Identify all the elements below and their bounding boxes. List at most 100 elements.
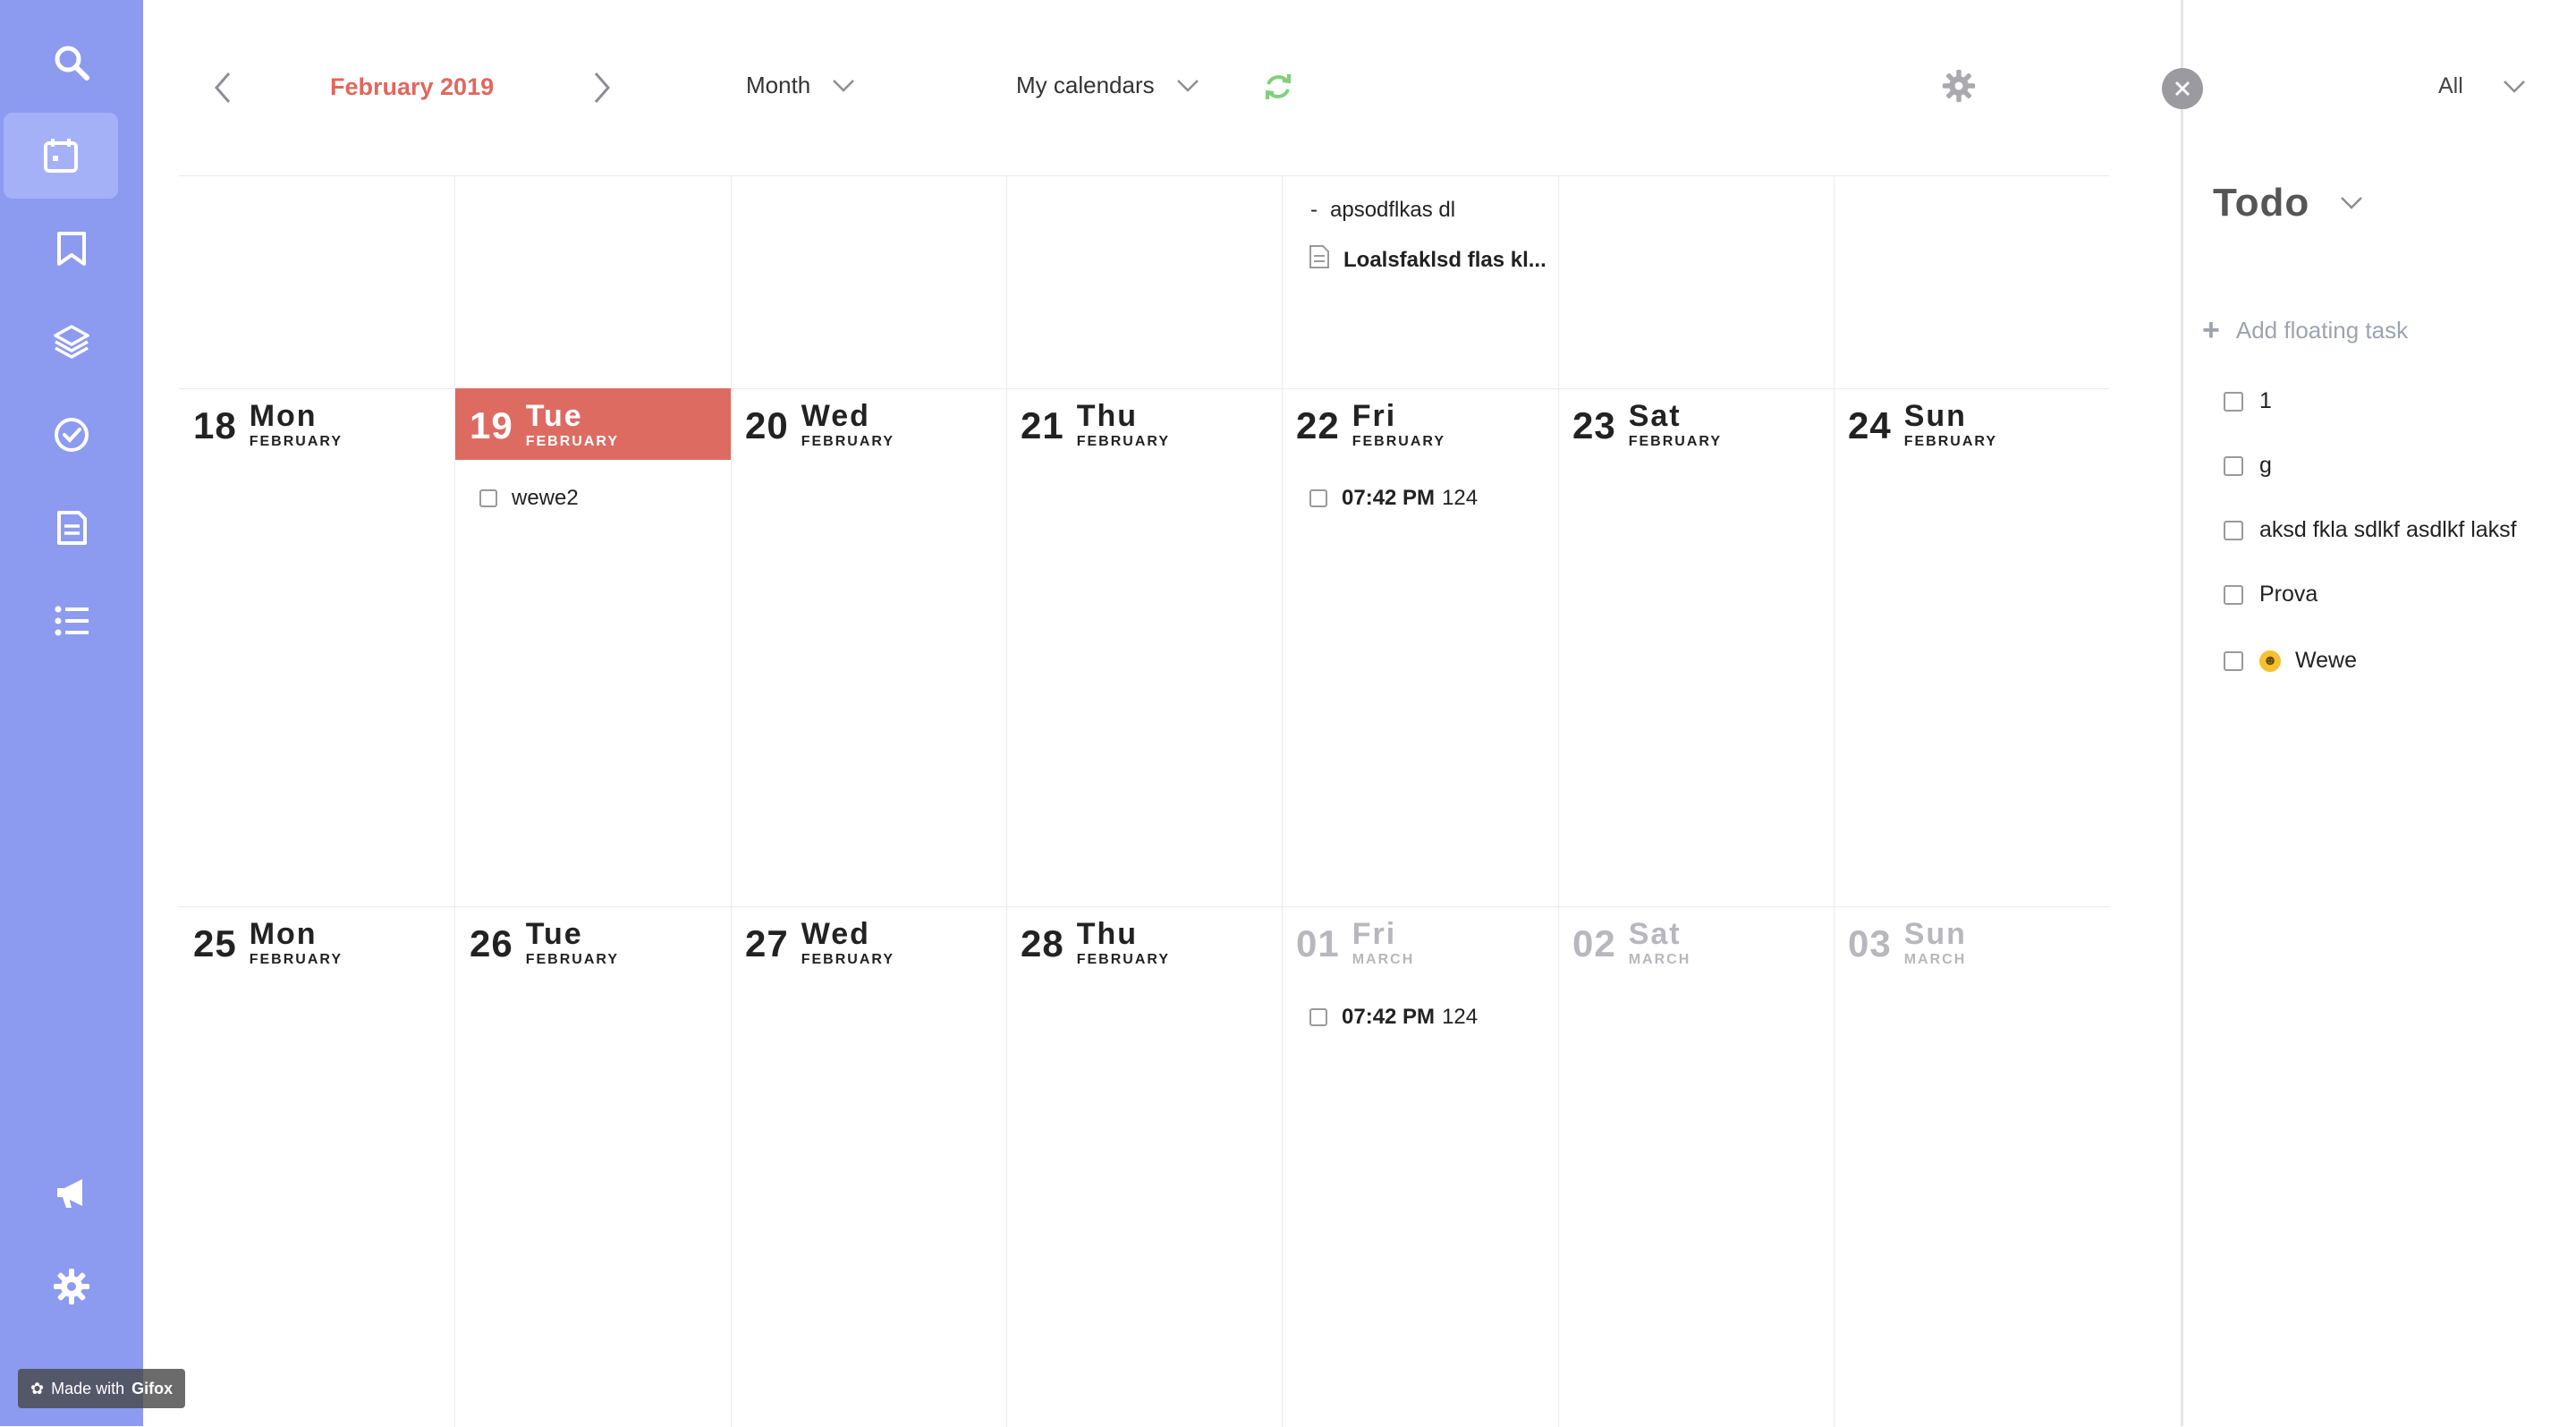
day-month: FEBRUARY bbox=[249, 434, 343, 449]
day-number: 01 bbox=[1296, 922, 1340, 964]
todo-title: Todo bbox=[2213, 181, 2310, 225]
timed-task-event[interactable]: 07:42 PM 124 bbox=[1309, 1005, 1478, 1030]
day-number: 18 bbox=[193, 404, 237, 446]
notes-icon[interactable] bbox=[0, 485, 143, 571]
day-month: FEBRUARY bbox=[1076, 952, 1171, 967]
todo-list-selector[interactable]: Todo bbox=[2213, 181, 2363, 225]
layers-icon[interactable] bbox=[0, 299, 143, 385]
todo-item[interactable]: g bbox=[2224, 453, 2272, 479]
tasks-icon[interactable] bbox=[0, 392, 143, 478]
day-month: MARCH bbox=[1903, 952, 1967, 967]
day-name: Sun bbox=[1903, 917, 1967, 951]
day-month: FEBRUARY bbox=[1352, 434, 1446, 449]
day-header-today[interactable]: 19 Tue FEBRUARY bbox=[455, 388, 731, 460]
day-name: Sat bbox=[1628, 399, 1682, 433]
timed-task-event[interactable]: 07:42 PM 124 bbox=[1309, 486, 1478, 511]
day-header-mon[interactable]: 18 Mon FEBRUARY bbox=[179, 388, 454, 460]
current-month-title[interactable]: February 2019 bbox=[330, 73, 495, 100]
todo-item-label: g bbox=[2259, 453, 2272, 478]
calendar-settings-button[interactable] bbox=[1941, 68, 1977, 104]
todo-checkbox[interactable] bbox=[2224, 391, 2243, 412]
day-month: FEBRUARY bbox=[801, 434, 895, 449]
grid-row-divider bbox=[179, 388, 2109, 389]
day-month: MARCH bbox=[1628, 952, 1691, 967]
day-name: Tue bbox=[525, 399, 583, 433]
todo-item-label: Wewe bbox=[2295, 648, 2358, 673]
close-panel-button[interactable] bbox=[2162, 68, 2203, 109]
grid-row-divider bbox=[179, 906, 2109, 907]
day-header-wed[interactable]: 20 Wed FEBRUARY bbox=[731, 388, 1006, 460]
event-time: 07:42 PM bbox=[1342, 486, 1436, 510]
chevron-right-icon bbox=[594, 72, 610, 103]
next-month-button[interactable] bbox=[589, 70, 615, 106]
day-header-fri[interactable]: 22 Fri FEBRUARY bbox=[1282, 388, 1557, 460]
todo-item[interactable]: aksd fkla sdlkf asdlkf laksf bbox=[2224, 517, 2517, 543]
todo-item[interactable]: ☻ Wewe bbox=[2224, 648, 2357, 674]
day-name: Fri bbox=[1352, 917, 1397, 951]
day-header-mon[interactable]: 25 Mon FEBRUARY bbox=[179, 906, 454, 978]
day-number: 22 bbox=[1296, 404, 1340, 446]
todo-checkbox[interactable] bbox=[2224, 520, 2243, 540]
refresh-button[interactable] bbox=[1263, 72, 1293, 102]
grid-column-divider bbox=[1558, 176, 1559, 1427]
task-event-title: wewe2 bbox=[512, 486, 579, 510]
view-dropdown[interactable]: Month bbox=[746, 72, 855, 99]
day-header-sat-next-month[interactable]: 02 Sat MARCH bbox=[1558, 906, 1834, 978]
day-header-fri-next-month[interactable]: 01 Fri MARCH bbox=[1282, 906, 1557, 978]
plus-icon: + bbox=[2202, 313, 2220, 347]
add-floating-task-button[interactable]: + Add floating task bbox=[2202, 313, 2408, 348]
task-checkbox[interactable] bbox=[1309, 489, 1327, 507]
megaphone-icon[interactable] bbox=[0, 1151, 143, 1236]
task-checkbox[interactable] bbox=[1309, 1008, 1327, 1026]
left-sidebar bbox=[0, 0, 143, 1426]
week1-fri-document[interactable]: Loalsfaklsd flas kl... bbox=[1308, 244, 1546, 276]
task-event[interactable]: wewe2 bbox=[479, 486, 579, 511]
calendars-dropdown[interactable]: My calendars bbox=[1016, 72, 1199, 99]
day-month: FEBRUARY bbox=[1903, 434, 1998, 449]
task-checkbox[interactable] bbox=[479, 489, 497, 507]
calendars-dropdown-label: My calendars bbox=[1016, 72, 1155, 98]
todo-item[interactable]: 1 bbox=[2224, 388, 2272, 414]
grid-column-divider bbox=[1834, 176, 1835, 1427]
day-header-wed[interactable]: 27 Wed FEBRUARY bbox=[731, 906, 1006, 978]
week1-fri-document-text: Loalsfaklsd flas kl... bbox=[1343, 247, 1546, 272]
day-number: 21 bbox=[1021, 404, 1064, 446]
settings-gear-icon[interactable] bbox=[0, 1244, 143, 1329]
calendar-icon[interactable] bbox=[4, 113, 118, 199]
day-header-sun-next-month[interactable]: 03 Sun MARCH bbox=[1834, 906, 2109, 978]
close-icon bbox=[2174, 81, 2190, 97]
day-header-sat[interactable]: 23 Sat FEBRUARY bbox=[1558, 388, 1834, 460]
grid-column-divider bbox=[1282, 176, 1283, 1427]
list-icon[interactable] bbox=[0, 578, 143, 664]
day-number: 24 bbox=[1848, 404, 1892, 446]
day-header-thu[interactable]: 21 Thu FEBRUARY bbox=[1006, 388, 1282, 460]
todo-checkbox[interactable] bbox=[2224, 455, 2243, 476]
grid-column-divider bbox=[1006, 176, 1007, 1427]
refresh-icon bbox=[1266, 74, 1291, 99]
todo-item-label: Prova bbox=[2259, 582, 2318, 607]
chevron-down-icon bbox=[833, 79, 855, 92]
day-month: MARCH bbox=[1352, 952, 1415, 967]
bookmark-icon[interactable] bbox=[0, 206, 143, 292]
add-floating-task-label: Add floating task bbox=[2235, 317, 2409, 344]
prev-month-button[interactable] bbox=[209, 70, 236, 106]
day-header-sun[interactable]: 24 Sun FEBRUARY bbox=[1834, 388, 2109, 460]
chevron-down-icon bbox=[1176, 79, 1199, 92]
week1-fri-note[interactable]: - apsodflkas dl bbox=[1310, 198, 1456, 222]
todo-item[interactable]: Prova bbox=[2224, 582, 2318, 607]
fox-icon: ✿ bbox=[30, 1379, 45, 1397]
todo-filter-dropdown[interactable]: All bbox=[2438, 73, 2526, 99]
gear-icon bbox=[1942, 69, 1976, 103]
day-header-thu[interactable]: 28 Thu FEBRUARY bbox=[1006, 906, 1282, 978]
event-title: 124 bbox=[1442, 486, 1479, 510]
todo-checkbox[interactable] bbox=[2224, 584, 2243, 605]
day-month: FEBRUARY bbox=[525, 952, 620, 967]
chevron-left-icon bbox=[215, 72, 231, 103]
day-name: Mon bbox=[249, 917, 318, 951]
todo-checkbox[interactable] bbox=[2224, 650, 2243, 671]
day-header-tue[interactable]: 26 Tue FEBRUARY bbox=[455, 906, 731, 978]
event-title: 124 bbox=[1442, 1005, 1479, 1029]
day-number: 26 bbox=[470, 922, 513, 964]
search-icon[interactable] bbox=[0, 20, 143, 106]
todo-panel bbox=[2181, 0, 2576, 1426]
